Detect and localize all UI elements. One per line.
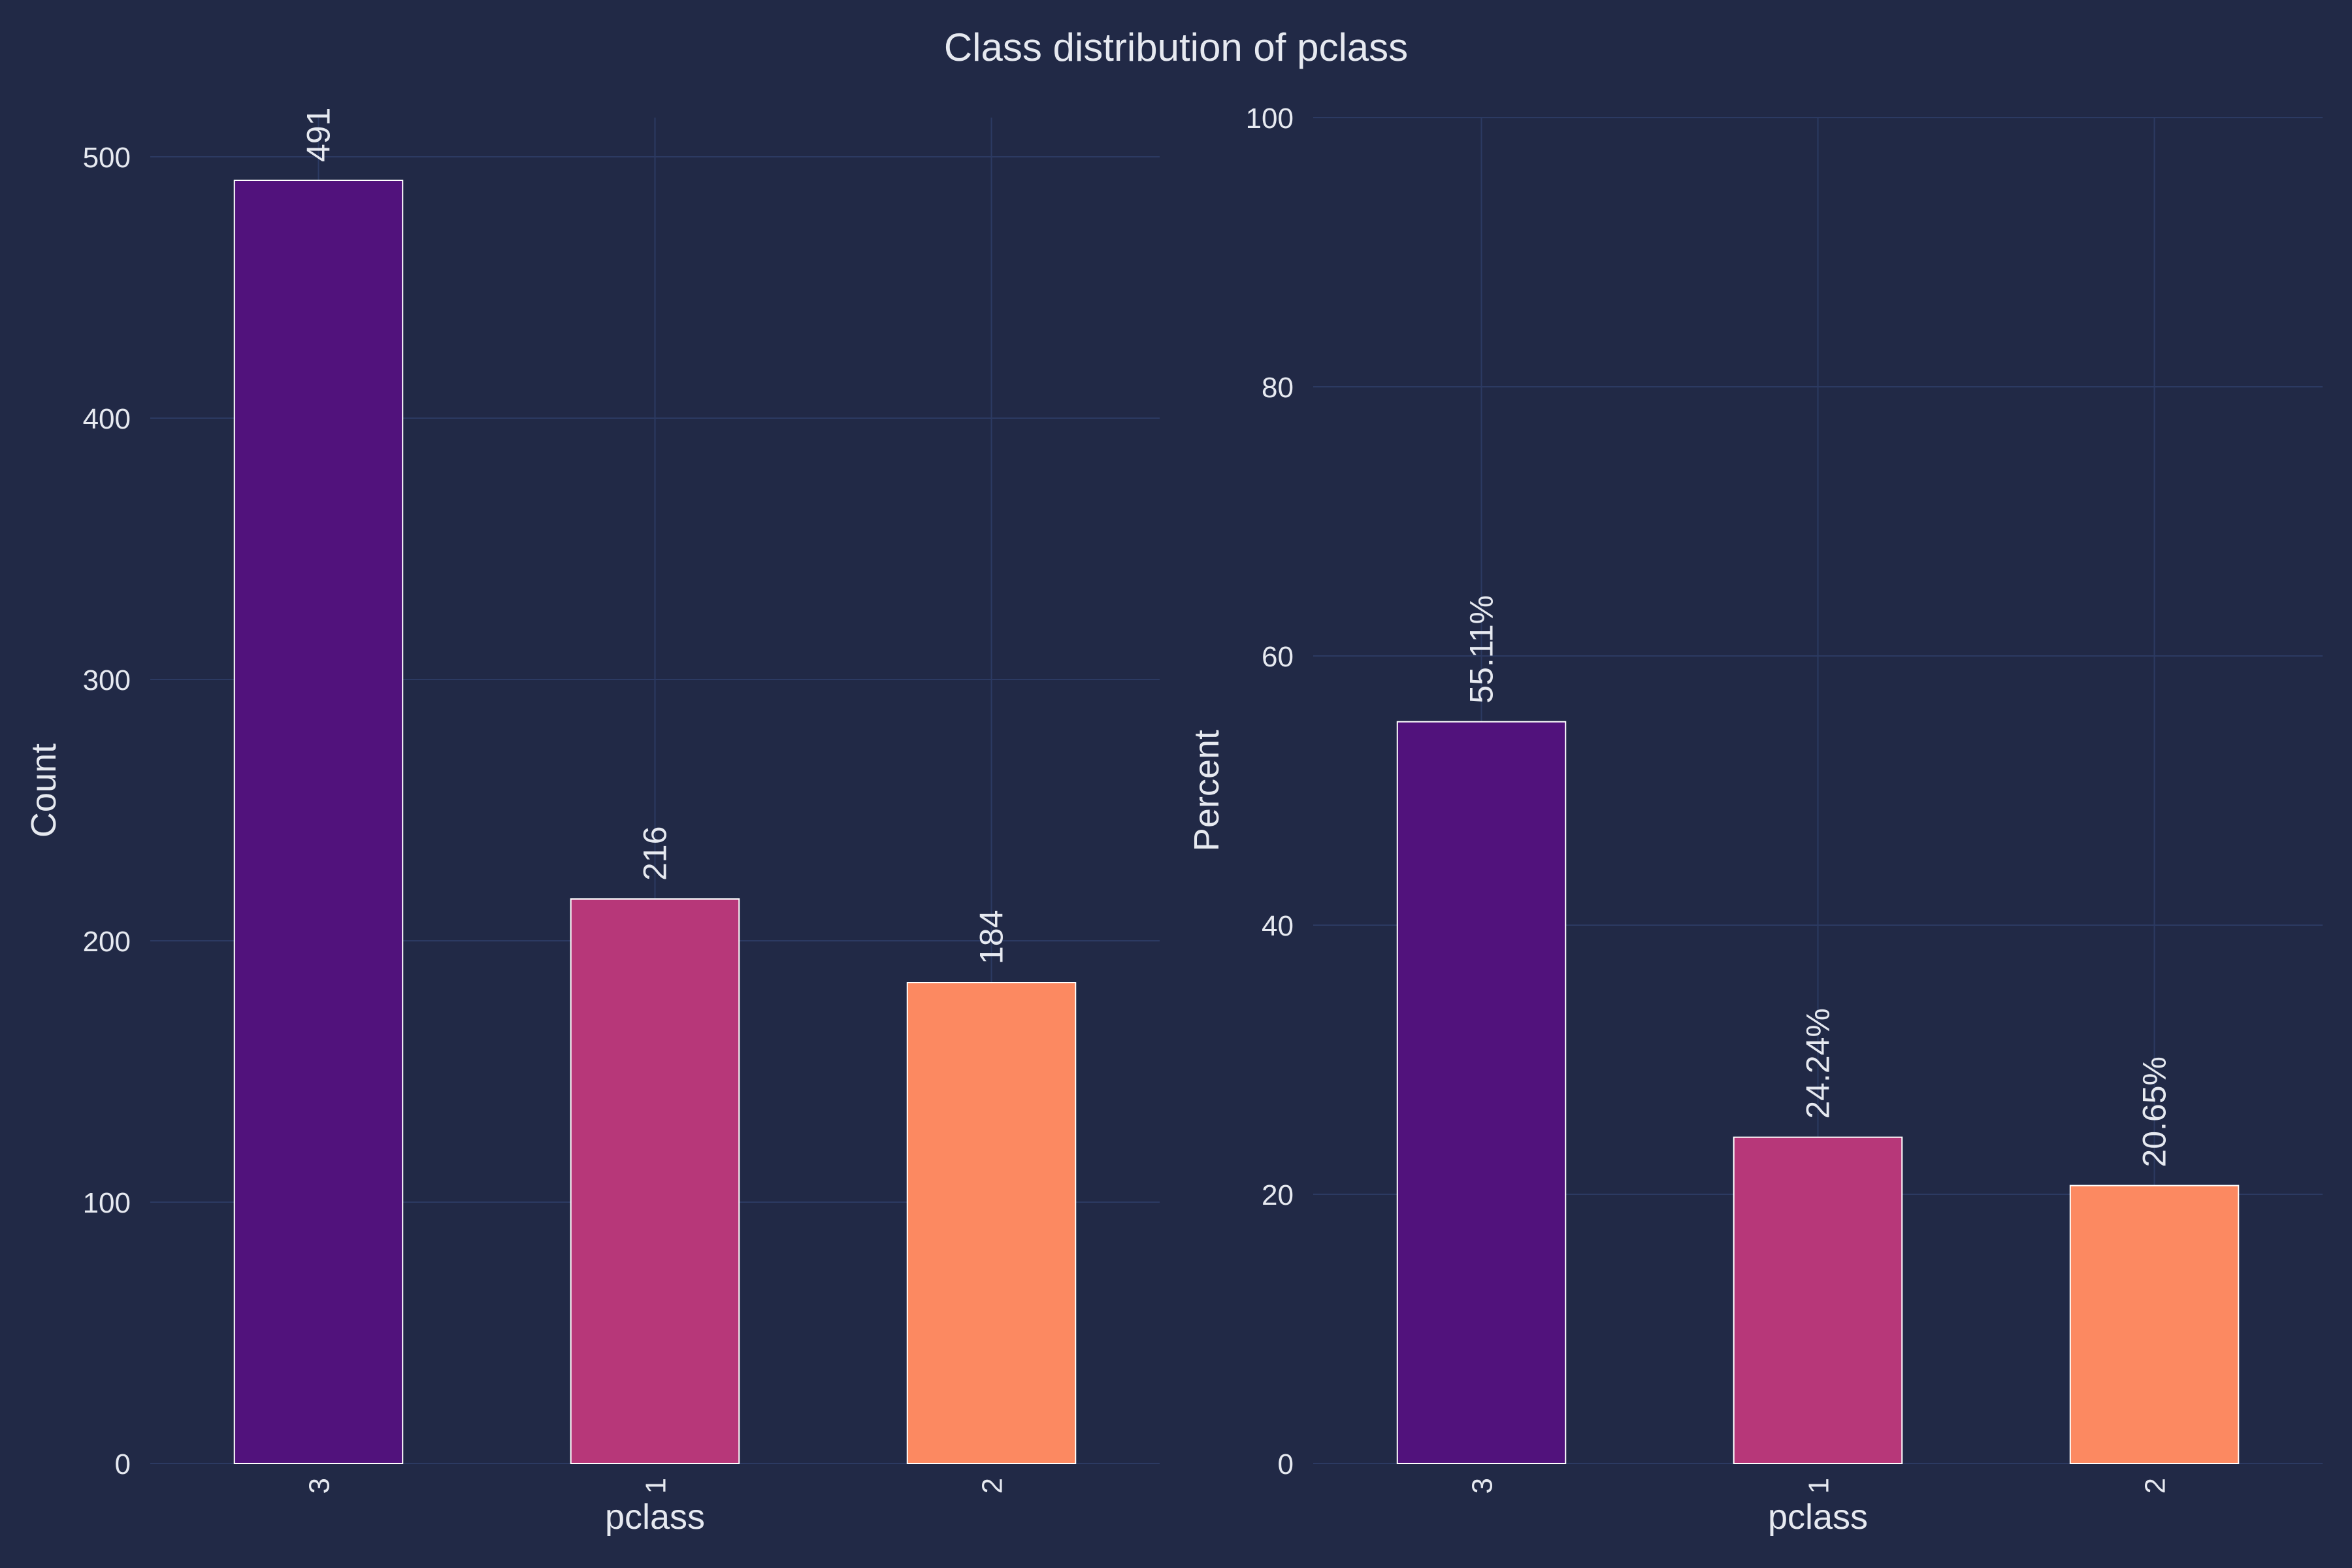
y-tick-label: 200 xyxy=(83,926,131,958)
y-tick-label: 40 xyxy=(1262,910,1294,942)
bar-value-label: 184 xyxy=(973,910,1010,964)
y-tick-label: 20 xyxy=(1262,1179,1294,1211)
bar-3 xyxy=(1396,721,1567,1464)
bar-value-label: 216 xyxy=(637,826,674,881)
y-tick-label: 500 xyxy=(83,142,131,174)
y-tick-label: 60 xyxy=(1262,641,1294,673)
chart-panel-1: 0 100 200 300 400 500 491 3 216 1 184 2 pclass Count xyxy=(24,108,1160,1537)
x-axis-label: pclass xyxy=(1768,1497,1868,1537)
y-tick-label: 400 xyxy=(83,403,131,435)
y-axis-label: Count xyxy=(24,743,63,838)
y-tick-label: 0 xyxy=(1278,1448,1294,1480)
y-axis-label: Percent xyxy=(1187,730,1226,851)
bar-value-label: 55.11% xyxy=(1463,595,1500,704)
x-tick-label: 2 xyxy=(2140,1478,2172,1494)
bar-value-label: 24.24% xyxy=(1800,1008,1837,1119)
y-tick-label: 100 xyxy=(83,1187,131,1219)
y-tick-label: 0 xyxy=(115,1448,131,1480)
y-tick-label: 300 xyxy=(83,664,131,696)
x-tick-label: 3 xyxy=(1467,1478,1499,1494)
bar-value-label: 491 xyxy=(301,108,337,162)
bar-2 xyxy=(2069,1184,2240,1464)
y-tick-label: 100 xyxy=(1246,103,1294,135)
x-tick-label: 3 xyxy=(304,1478,336,1494)
x-tick-label: 2 xyxy=(977,1478,1009,1494)
bar-1 xyxy=(1733,1136,1903,1464)
chart-panel-2: 0 20 40 60 80 100 55.11% 3 24.24% 1 20.65% 2 pclass P… xyxy=(1187,103,2323,1537)
figure-title: Class distribution of pclass xyxy=(944,25,1408,69)
y-tick-label: 80 xyxy=(1262,372,1294,404)
x-tick-label: 1 xyxy=(640,1478,672,1494)
x-axis-label: pclass xyxy=(605,1497,705,1537)
bar-3 xyxy=(233,180,404,1464)
bar-2 xyxy=(906,982,1077,1464)
x-tick-label: 1 xyxy=(1803,1478,1835,1494)
bar-1 xyxy=(570,898,740,1464)
bar-value-label: 20.65% xyxy=(2136,1056,2173,1168)
